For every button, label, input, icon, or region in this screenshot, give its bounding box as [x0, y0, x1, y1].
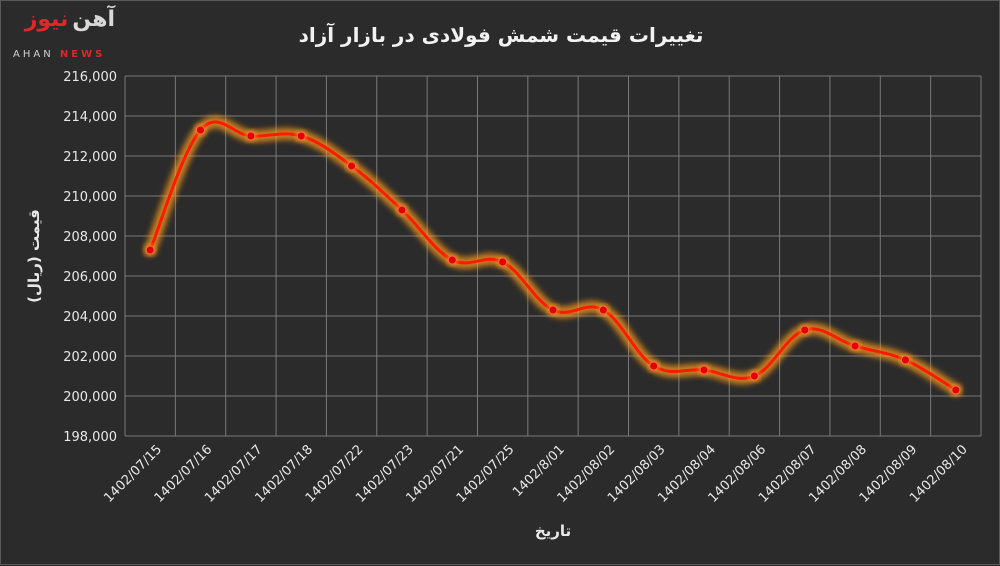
data-point — [598, 305, 608, 315]
data-point — [699, 365, 709, 375]
y-axis-label: قیمت (ریال) — [25, 209, 43, 303]
data-point — [951, 385, 961, 395]
y-tick-label: 198,000 — [63, 430, 117, 445]
logo-latin: AHAN NEWS — [13, 49, 105, 60]
data-point — [649, 361, 659, 371]
series-line-path — [148, 120, 958, 392]
data-point — [246, 131, 256, 141]
logo-latin-news: NEWS — [59, 49, 106, 60]
data-point — [145, 245, 155, 255]
y-tick-label: 212,000 — [63, 150, 117, 165]
y-tick-label: 206,000 — [63, 270, 117, 285]
y-tick-label: 214,000 — [63, 110, 117, 125]
y-tick-label: 204,000 — [63, 310, 117, 325]
series-line — [144, 116, 962, 396]
y-tick-label: 216,000 — [63, 70, 117, 85]
logo-persian: نیوز آهن — [25, 7, 115, 32]
data-point — [800, 325, 810, 335]
series-line-glow — [144, 116, 962, 396]
data-point — [749, 371, 759, 381]
data-point — [296, 131, 306, 141]
series-points — [144, 124, 962, 396]
grid — [124, 75, 982, 437]
y-tick-label: 208,000 — [63, 230, 117, 245]
y-tick-label: 202,000 — [63, 350, 117, 365]
y-tick-label: 200,000 — [63, 390, 117, 405]
data-point — [498, 257, 508, 267]
logo-latin-main: AHAN — [13, 49, 54, 60]
x-axis-label: تاریخ — [535, 522, 571, 540]
data-point — [548, 305, 558, 315]
y-tick-label: 210,000 — [63, 190, 117, 205]
x-axis-ticks: 1402/07/151402/07/161402/07/171402/07/18… — [101, 442, 970, 506]
data-point — [347, 161, 357, 171]
logo-persian-red: نیوز — [24, 7, 69, 32]
logo-persian-white: آهن — [72, 7, 115, 32]
y-axis-ticks: 198,000 200,000 202,000 204,000 206,000 208,0… — [63, 70, 117, 445]
data-point — [850, 341, 860, 351]
chart-title: تغییرات قیمت شمش فولادی در بازار آزاد — [298, 23, 704, 47]
data-point — [900, 355, 910, 365]
data-point — [196, 125, 206, 135]
ahan-news-logo: نیوز آهن AHAN NEWS — [11, 7, 123, 69]
data-point — [397, 205, 407, 215]
data-point — [447, 255, 457, 265]
